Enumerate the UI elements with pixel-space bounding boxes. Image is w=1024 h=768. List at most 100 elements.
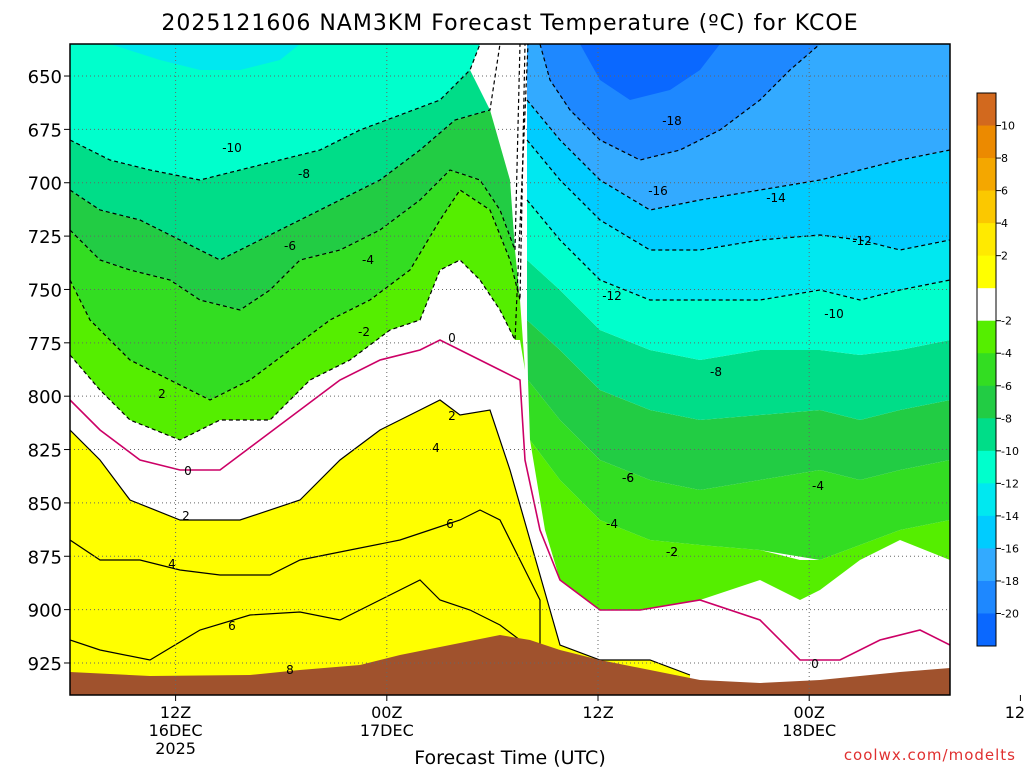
colorbar-label: -14 xyxy=(1001,510,1019,523)
contour-label: 2 xyxy=(182,509,190,523)
y-tick-label: 850 xyxy=(28,494,62,515)
colorbar-label: -18 xyxy=(1001,575,1019,588)
colorbar-segment xyxy=(977,418,996,452)
band-cold-minus14-minus16 xyxy=(527,100,950,250)
colorbar-segment xyxy=(977,580,996,614)
y-tick-label: 700 xyxy=(28,174,62,195)
y-tick-label: 825 xyxy=(28,441,62,462)
x-tick-label: 00Z xyxy=(371,703,402,722)
contour-minus8 xyxy=(70,44,501,261)
colorbar-segment xyxy=(977,93,996,127)
y-tick-label: 900 xyxy=(28,601,62,622)
x-axis: 12Z16DEC202500Z17DEC12Z00Z18DEC12Z xyxy=(149,695,1024,758)
contour-label: -6 xyxy=(622,471,634,485)
colorbar-label: 4 xyxy=(1001,217,1008,230)
contour-label: -8 xyxy=(710,365,722,379)
contour-label: -4 xyxy=(362,253,374,267)
contour-label: -12 xyxy=(852,234,872,248)
x-tick-label: 12Z xyxy=(582,703,613,722)
band-cool-0-2 xyxy=(70,260,950,695)
contour-lines xyxy=(70,44,950,676)
colorbar-segment xyxy=(977,158,996,192)
colorbar-label: -12 xyxy=(1001,477,1019,490)
colorbar-label: 2 xyxy=(1001,250,1008,263)
band-cold-minus4-minus6 xyxy=(70,170,950,560)
contour-minus14 xyxy=(526,139,950,251)
band-cold-minus12-minus14 xyxy=(110,44,950,300)
colorbar-segment xyxy=(977,190,996,224)
contour-label: -14 xyxy=(766,191,786,205)
colorbar-label: 10 xyxy=(1001,120,1015,133)
colorbar-label: 6 xyxy=(1001,185,1008,198)
contour-labels: -18-16 -14-12-12-10-10-8-8-6-6-6-4-4-4-2-… xyxy=(158,114,872,677)
contour-minus4 xyxy=(70,44,526,401)
contour-label: -16 xyxy=(648,184,668,198)
contour-label: -8 xyxy=(298,167,310,181)
credit-link[interactable]: coolwx.com/modelts xyxy=(844,746,1016,764)
contour-minus16 xyxy=(526,99,950,211)
contour-label: 0 xyxy=(184,464,192,478)
colorbar-label: -16 xyxy=(1001,542,1019,555)
x-tick-label: 12Z xyxy=(1005,703,1024,722)
colorbar-segment xyxy=(977,385,996,419)
contour-label: 6 xyxy=(446,517,454,531)
band-cold-minus2-minus4 xyxy=(70,190,950,610)
y-tick-label: 925 xyxy=(28,654,62,675)
contour-label: -6 xyxy=(622,471,634,485)
x-tick-label: 17DEC xyxy=(360,721,414,740)
band-warm-2-4 xyxy=(70,400,690,695)
band-cold-minus10-minus12 xyxy=(70,44,950,360)
contour-minus2 xyxy=(70,44,529,441)
x-tick-label: 2025 xyxy=(155,739,196,758)
x-tick-label: 16DEC xyxy=(149,721,203,740)
contour-label: -4 xyxy=(812,479,824,493)
contour-label: -2 xyxy=(666,545,678,559)
contour-plus4 xyxy=(70,509,541,665)
colorbar-segment xyxy=(977,223,996,257)
colorbar: 10 8 6 4 2 -2 -4 -6 -8 -10 -12 -14 -16 -18 -20 xyxy=(976,92,1019,647)
colorbar-label: -10 xyxy=(1001,445,1019,458)
x-tick-label: 00Z xyxy=(794,703,825,722)
contour-zero xyxy=(70,339,950,661)
colorbar-label: -4 xyxy=(1001,347,1012,360)
colorbar-label: 8 xyxy=(1001,152,1008,165)
colorbar-segment xyxy=(977,320,996,354)
colorbar-segment xyxy=(977,613,996,647)
colorbar-segment xyxy=(977,548,996,582)
colorbar-segment xyxy=(977,255,996,289)
contour-label: -6 xyxy=(284,239,296,253)
colorbar-segment xyxy=(977,483,996,517)
band-cold-below-minus20 xyxy=(580,44,720,100)
contour-plus6 xyxy=(70,579,541,666)
contour-label: -10 xyxy=(222,141,242,155)
y-tick-label: 875 xyxy=(28,547,62,568)
colorbar-segment xyxy=(977,515,996,549)
colorbar-border xyxy=(976,92,997,647)
plot-border xyxy=(69,43,951,696)
contour-label: 8 xyxy=(286,663,294,677)
contour-minus12 xyxy=(526,199,950,301)
y-tick-label: 750 xyxy=(28,280,62,301)
y-tick-label: 725 xyxy=(28,227,62,248)
chart-title: 2025121606 NAM3KM Forecast Temperature (… xyxy=(161,11,858,36)
contour-label: 6 xyxy=(228,619,236,633)
contour-label: -2 xyxy=(358,325,370,339)
terrain xyxy=(70,635,950,695)
contour-label: 2 xyxy=(448,409,456,423)
contour-label: -4 xyxy=(606,517,618,531)
contour-label: 4 xyxy=(168,557,176,571)
colorbar-label: -6 xyxy=(1001,380,1012,393)
contour-label: -18 xyxy=(662,114,682,128)
x-tick-label: 18DEC xyxy=(782,721,836,740)
colorbar-segment xyxy=(977,288,996,322)
contour-label: 4 xyxy=(432,441,440,455)
contour-label: -12 xyxy=(602,289,622,303)
y-tick-label: 675 xyxy=(28,120,62,141)
colorbar-segment xyxy=(977,353,996,387)
x-tick-label: 12Z xyxy=(160,703,191,722)
y-tick-label: 800 xyxy=(28,387,62,408)
colorbar-segment xyxy=(977,125,996,159)
contour-minus6 xyxy=(70,44,521,311)
x-axis-label: Forecast Time (UTC) xyxy=(414,747,605,768)
